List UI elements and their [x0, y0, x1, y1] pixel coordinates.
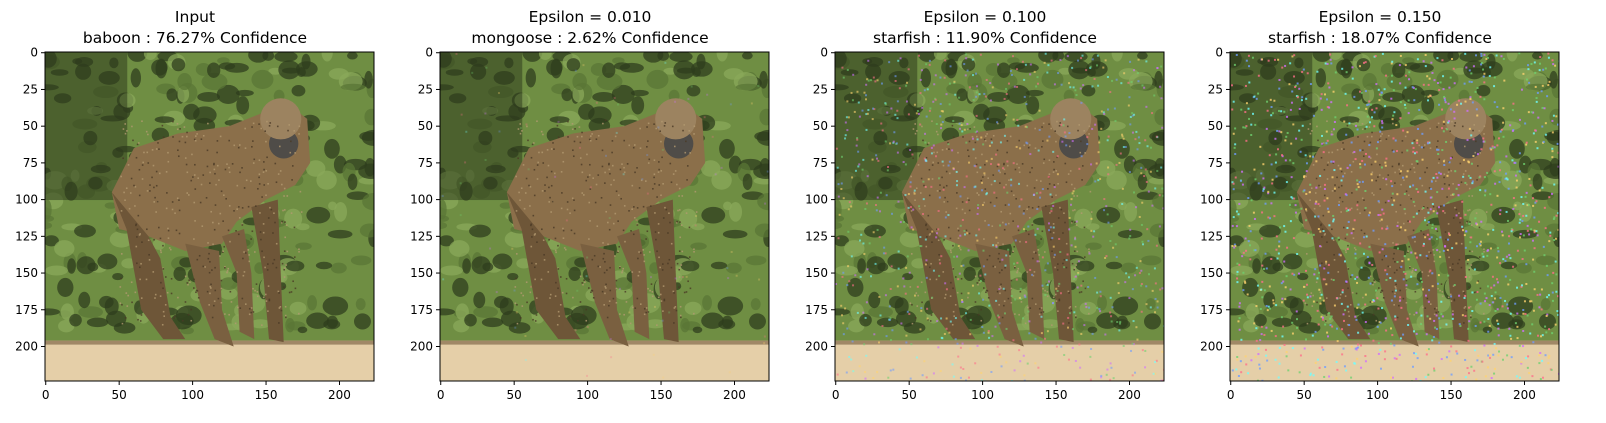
noise-overlay — [835, 52, 1164, 381]
baboon-figure — [1296, 98, 1496, 347]
y-tick-label: 0 — [820, 46, 828, 60]
baboon-figure — [111, 98, 311, 347]
y-tick-label: 75 — [813, 156, 828, 170]
x-tick-label: 0 — [437, 388, 445, 402]
y-tick-label: 125 — [15, 229, 38, 243]
y-tick-label: 50 — [23, 119, 38, 133]
x-tick-label: 0 — [42, 388, 50, 402]
y-tick-label: 200 — [1200, 339, 1223, 353]
y-tick-label: 100 — [15, 193, 38, 207]
x-tick-label: 200 — [723, 388, 746, 402]
y-tick-label: 200 — [410, 339, 433, 353]
y-tick-label: 150 — [410, 266, 433, 280]
title-line-1: Epsilon = 0.100 — [923, 8, 1047, 26]
subplot-epsilon-0010: Epsilon = 0.010 mongoose : 2.62% Confide… — [395, 0, 785, 423]
x-tick-label: 150 — [255, 388, 278, 402]
subplot-input: Input baboon : 76.27% Confidence 0 50 100 1… — [0, 0, 390, 423]
y-tick-label: 0 — [425, 46, 433, 60]
baboon-figure — [901, 98, 1101, 347]
x-tick-label: 50 — [1297, 388, 1312, 402]
axes-frame — [1229, 51, 1560, 382]
y-tick-label: 0 — [30, 46, 38, 60]
x-tick-label: 100 — [576, 388, 599, 402]
x-tick-label: 150 — [1045, 388, 1068, 402]
plot-area: 0 50 100 150 200 0 25 50 75 100 125 150 175 200 — [805, 46, 1165, 402]
plot-area: 0 50 100 150 200 0 25 50 75 100 125 150 175 200 — [410, 46, 770, 402]
x-tick-label: 0 — [1227, 388, 1235, 402]
y-tick-label: 125 — [805, 229, 828, 243]
y-tick-label: 200 — [15, 339, 38, 353]
y-tick-label: 150 — [1200, 266, 1223, 280]
x-tick-label: 0 — [832, 388, 840, 402]
y-tick-label: 175 — [805, 303, 828, 317]
y-tick-label: 175 — [15, 303, 38, 317]
y-tick-label: 175 — [410, 303, 433, 317]
subplot-epsilon-0150: Epsilon = 0.150 starfish : 18.07% Confid… — [1185, 0, 1575, 423]
title-line-1: Input — [174, 8, 216, 26]
noise-overlay — [441, 52, 769, 381]
axes-frame — [834, 51, 1165, 382]
x-tick-label: 50 — [112, 388, 127, 402]
noise-overlay — [1230, 52, 1559, 381]
axes-frame — [439, 51, 770, 382]
x-tick-label: 100 — [1366, 388, 1389, 402]
y-tick-label: 25 — [1208, 82, 1223, 96]
y-tick-label: 25 — [813, 82, 828, 96]
x-tick-label: 50 — [507, 388, 522, 402]
y-tick-label: 50 — [418, 119, 433, 133]
axes-frame — [44, 51, 375, 382]
ground — [835, 340, 1164, 381]
y-tick-label: 75 — [1208, 156, 1223, 170]
y-tick-label: 150 — [805, 266, 828, 280]
y-tick-label: 75 — [23, 156, 38, 170]
x-tick-label: 100 — [181, 388, 204, 402]
title-line-2: baboon : 76.27% Confidence — [82, 29, 308, 47]
image-content — [1230, 52, 1559, 381]
y-tick-label: 25 — [23, 82, 38, 96]
x-tick-label: 100 — [971, 388, 994, 402]
image-content — [45, 52, 374, 381]
y-tick-label: 100 — [1200, 193, 1223, 207]
ground — [440, 340, 769, 381]
y-tick-label: 125 — [1200, 229, 1223, 243]
x-tick-label: 200 — [1513, 388, 1536, 402]
x-tick-label: 200 — [328, 388, 351, 402]
ground — [45, 340, 374, 381]
y-tick-label: 50 — [813, 119, 828, 133]
y-tick-label: 125 — [410, 229, 433, 243]
y-tick-label: 175 — [1200, 303, 1223, 317]
y-tick-label: 25 — [418, 82, 433, 96]
title-line-1: Epsilon = 0.150 — [1318, 8, 1442, 26]
ground — [1230, 340, 1559, 381]
x-tick-label: 150 — [1440, 388, 1463, 402]
y-tick-label: 50 — [1208, 119, 1223, 133]
title-line-2: mongoose : 2.62% Confidence — [471, 29, 709, 47]
y-tick-label: 75 — [418, 156, 433, 170]
subplot-epsilon-0100: Epsilon = 0.100 starfish : 11.90% Confid… — [790, 0, 1180, 423]
y-tick-label: 100 — [410, 193, 433, 207]
image-content — [440, 52, 769, 381]
title-line-1: Epsilon = 0.010 — [528, 8, 652, 26]
plot-area: 0 50 100 150 200 0 25 50 75 100 125 150 175 200 — [15, 46, 375, 402]
y-tick-label: 150 — [15, 266, 38, 280]
y-tick-label: 200 — [805, 339, 828, 353]
x-tick-label: 150 — [650, 388, 673, 402]
y-tick-label: 100 — [805, 193, 828, 207]
x-tick-label: 50 — [902, 388, 917, 402]
image-content — [835, 52, 1164, 381]
x-tick-label: 200 — [1118, 388, 1141, 402]
baboon-figure — [506, 98, 706, 347]
title-line-2: starfish : 18.07% Confidence — [1268, 29, 1492, 47]
title-line-2: starfish : 11.90% Confidence — [873, 29, 1097, 47]
y-tick-label: 0 — [1215, 46, 1223, 60]
plot-area: 0 50 100 150 200 0 25 50 75 100 125 150 175 200 — [1200, 46, 1560, 402]
